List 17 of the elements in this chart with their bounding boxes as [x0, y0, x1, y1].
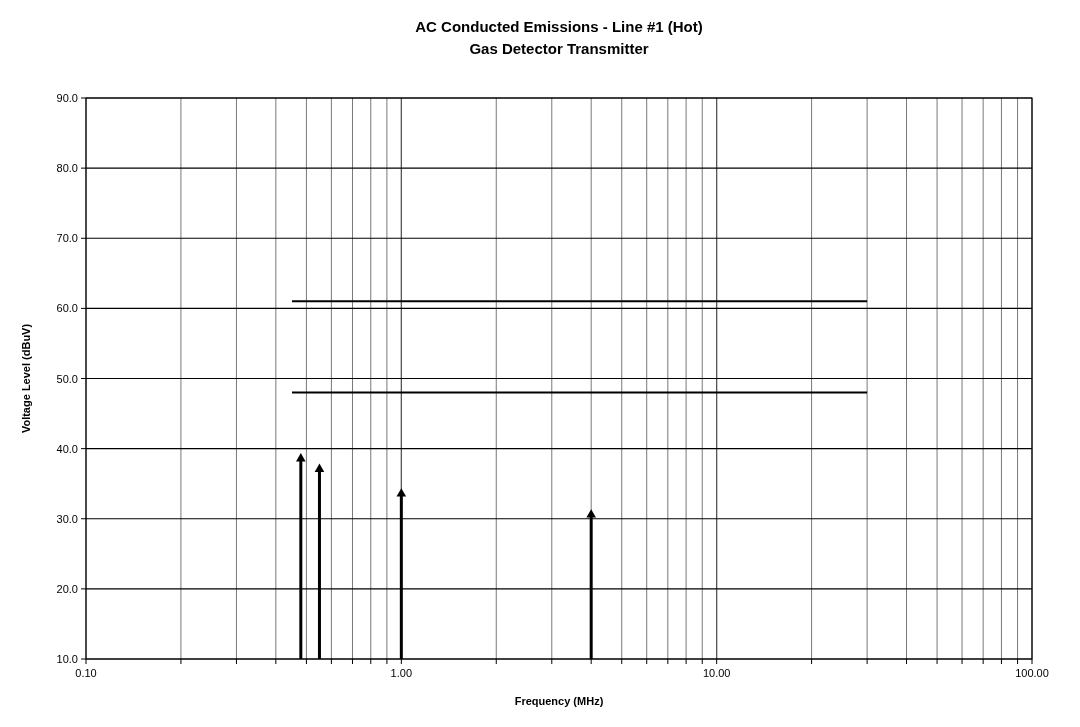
x-axis-title: Frequency (MHz): [514, 695, 604, 707]
x-tick-label: 100.00: [1015, 667, 1049, 679]
y-tick-label: 40.0: [56, 442, 78, 455]
x-tick-label: 10.00: [702, 667, 731, 679]
y-tick-label: 90.0: [56, 92, 78, 104]
y-tick-label: 10.0: [56, 653, 78, 665]
y-tick-label: 70.0: [56, 232, 78, 245]
y-tick-label: 80.0: [56, 162, 78, 175]
y-tick-label: 60.0: [56, 302, 78, 315]
chart-subtitle: Gas Detector Transmitter: [469, 40, 649, 57]
y-tick-label: 20.0: [56, 582, 78, 595]
y-axis-title: Voltage Level (dBuV): [20, 323, 32, 434]
y-tick-label: 30.0: [56, 512, 78, 525]
y-tick-label: 50.0: [56, 372, 78, 385]
x-tick-label: 1.00: [390, 667, 413, 679]
chart-title: AC Conducted Emissions - Line #1 (Hot): [415, 18, 703, 35]
x-tick-label: 0.10: [75, 667, 97, 679]
